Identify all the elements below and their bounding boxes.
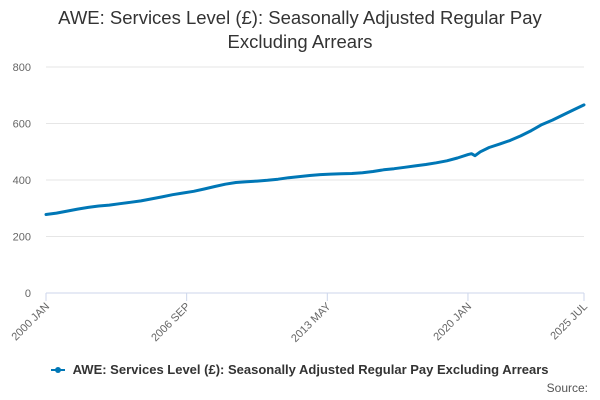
chart-title: AWE: Services Level (£): Seasonally Adju… [0, 6, 600, 54]
source-label: Source: [546, 381, 588, 395]
x-tick-label-2: 2013 MAY [289, 300, 334, 345]
legend-label: AWE: Services Level (£): Seasonally Adju… [72, 362, 549, 377]
chart-title-line-2: Excluding Arrears [227, 31, 373, 52]
y-tick-label-400: 400 [13, 175, 31, 187]
x-tick-label-4: 2025 JUL [548, 301, 590, 343]
chart-title-line-1: AWE: Services Level (£): Seasonally Adju… [58, 7, 542, 28]
y-tick-label-600: 600 [13, 119, 31, 131]
series-line-0 [44, 103, 586, 216]
x-tick-label-0: 2000 JAN [9, 301, 52, 344]
grid-lines [46, 66, 584, 237]
y-tick-label-800: 800 [13, 62, 31, 74]
legend-swatch-icon [51, 366, 66, 373]
y-tick-label-0: 0 [25, 288, 31, 300]
axes [45, 292, 585, 301]
y-tick-label-200: 200 [13, 232, 31, 244]
x-tick-label-3: 2020 JAN [431, 301, 474, 344]
legend[interactable]: AWE: Services Level (£): Seasonally Adju… [0, 362, 600, 377]
y-tick-labels: 0 200 400 600 800 [13, 62, 31, 300]
series-layer [44, 103, 586, 216]
x-tick-label-1: 2006 SEP [149, 301, 193, 345]
x-tick-labels: 2000 JAN 2006 SEP 2013 MAY 2020 JAN 2025 JUL [9, 300, 590, 345]
